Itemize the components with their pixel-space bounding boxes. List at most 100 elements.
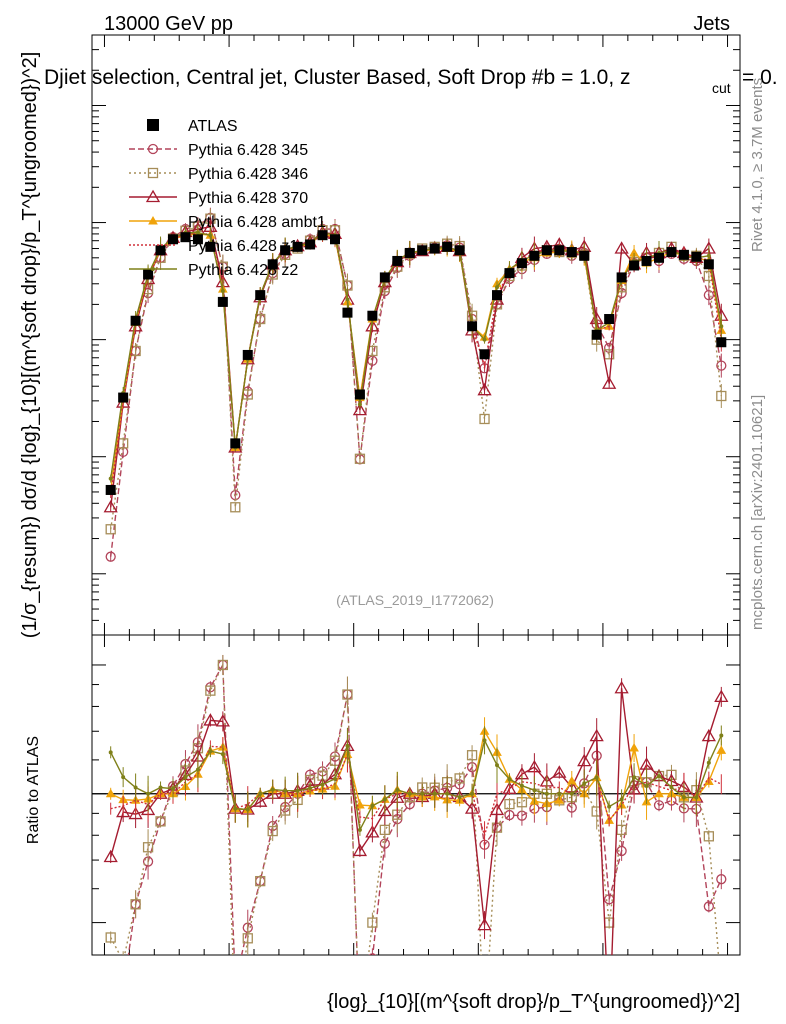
legend-label-z2: Pythia 6.428 z2	[188, 262, 298, 279]
atlas-point	[417, 245, 428, 256]
atlas-point	[504, 268, 515, 279]
atlas-point	[130, 315, 141, 326]
ratio-point-z2	[283, 788, 288, 793]
ratio-point-z2	[295, 788, 300, 793]
legend-label-p345: Pythia 6.428 345	[188, 142, 308, 159]
ratio-point-p345	[231, 978, 240, 987]
ratio-point-z2	[519, 783, 524, 788]
ratio-point-p345	[368, 953, 377, 955]
ratio-point-ambt1	[629, 743, 639, 752]
legend-marker-p345	[147, 143, 159, 155]
point-p370	[477, 382, 492, 396]
ratio-line-p346	[110, 664, 720, 955]
atlas-point	[330, 234, 340, 245]
ratio-point-z2	[420, 791, 425, 796]
legend-marker-p370	[145, 189, 161, 203]
atlas-point	[105, 484, 116, 495]
atlas-point	[666, 247, 677, 258]
ratio-point-p345	[119, 988, 128, 997]
ratio-point-z2	[270, 787, 275, 792]
atlas-point	[492, 290, 502, 301]
ratio-point-p370	[614, 680, 629, 694]
point-z2	[208, 233, 213, 238]
atlas-point	[579, 250, 590, 261]
category-label: Jets	[693, 13, 730, 35]
ratio-point-p370	[203, 713, 218, 726]
point-p370	[602, 376, 617, 389]
ratio-data	[103, 654, 729, 997]
ratio-point-z2	[532, 788, 537, 793]
legend-marker-atlas	[147, 119, 159, 131]
atlas-point	[591, 329, 602, 340]
ratio-point-p370	[577, 753, 592, 767]
atlas-point	[429, 243, 440, 254]
point-p370	[352, 402, 368, 416]
ratio-point-z2	[320, 782, 325, 787]
point-p346	[354, 453, 366, 464]
atlas-point	[205, 241, 216, 252]
atlas-point	[379, 272, 390, 283]
atlas-point	[641, 255, 652, 266]
x-axis-label: {log}_{10}[(m^{soft drop}/p_T^{ungroomed…	[327, 991, 740, 1013]
ratio-point-z2	[457, 795, 462, 800]
ratio-point-z2	[357, 827, 362, 832]
energy-label: 13000 GeV pp	[104, 13, 233, 35]
title-subscript: cut	[712, 80, 731, 96]
ratio-point-z2	[495, 763, 499, 768]
ratio-point-z2	[719, 733, 724, 738]
ratio-point-z2	[432, 791, 437, 796]
main-title: Djiet selection, Central jet, Cluster Ba…	[44, 66, 631, 89]
ratio-point-z2	[657, 774, 661, 779]
atlas-point	[442, 241, 453, 252]
ratio-line-p370	[110, 688, 722, 955]
atlas-point	[280, 245, 291, 256]
ratio-point-ambt1	[105, 788, 116, 798]
ratio-point-p346	[342, 689, 353, 700]
y-axis-main-label: (1/σ_{resum}) dσ/d {log}_{10}[(m^{soft d…	[19, 52, 41, 639]
atlas-point	[529, 250, 540, 261]
point-p345	[703, 289, 714, 301]
atlas-point	[691, 251, 702, 262]
atlas-point	[255, 290, 266, 301]
ratio-point-z2	[208, 749, 213, 754]
ratio-frame	[91, 634, 741, 956]
atlas-point	[230, 438, 241, 449]
watermark: (ATLAS_2019_I1772062)	[336, 592, 494, 608]
legend-marker-z2	[151, 267, 155, 271]
ratio-point-p370	[489, 802, 505, 816]
point-p370	[103, 499, 118, 513]
ratio-point-p370	[116, 804, 131, 818]
atlas-point	[654, 252, 664, 263]
point-z2	[195, 230, 200, 235]
main-data	[103, 207, 729, 562]
atlas-point	[467, 321, 478, 332]
point-z2	[719, 324, 724, 329]
ratio-point-z2	[382, 797, 387, 802]
atlas-point	[604, 314, 615, 325]
ratio-point-z2	[370, 803, 375, 808]
ratio-point-z2	[681, 795, 686, 800]
atlas-point	[305, 239, 316, 250]
ratio-point-ambt1	[654, 788, 664, 798]
atlas-point	[292, 241, 303, 252]
ratio-point-p346	[466, 750, 478, 761]
ratio-point-z2	[557, 791, 562, 796]
ratio-plot	[91, 634, 741, 997]
ratio-point-ambt1	[554, 795, 565, 804]
ratio-point-z2	[706, 760, 711, 765]
atlas-point	[554, 245, 565, 256]
ratio-point-z2	[607, 804, 612, 809]
ratio-point-p346	[703, 831, 714, 842]
ratio-point-z2	[183, 775, 188, 780]
ratio-point-z2	[258, 791, 263, 796]
point-z2	[495, 285, 499, 290]
ratio-line-p345	[127, 662, 722, 955]
ratio-point-z2	[108, 750, 113, 755]
ratio-point-z2	[308, 786, 313, 791]
ratio-point-p346	[255, 875, 266, 887]
y-axis-ratio-label: Ratio to ATLAS	[25, 736, 42, 844]
atlas-point	[192, 234, 203, 245]
atlas-point	[566, 247, 577, 258]
ratio-point-p370	[701, 728, 716, 742]
